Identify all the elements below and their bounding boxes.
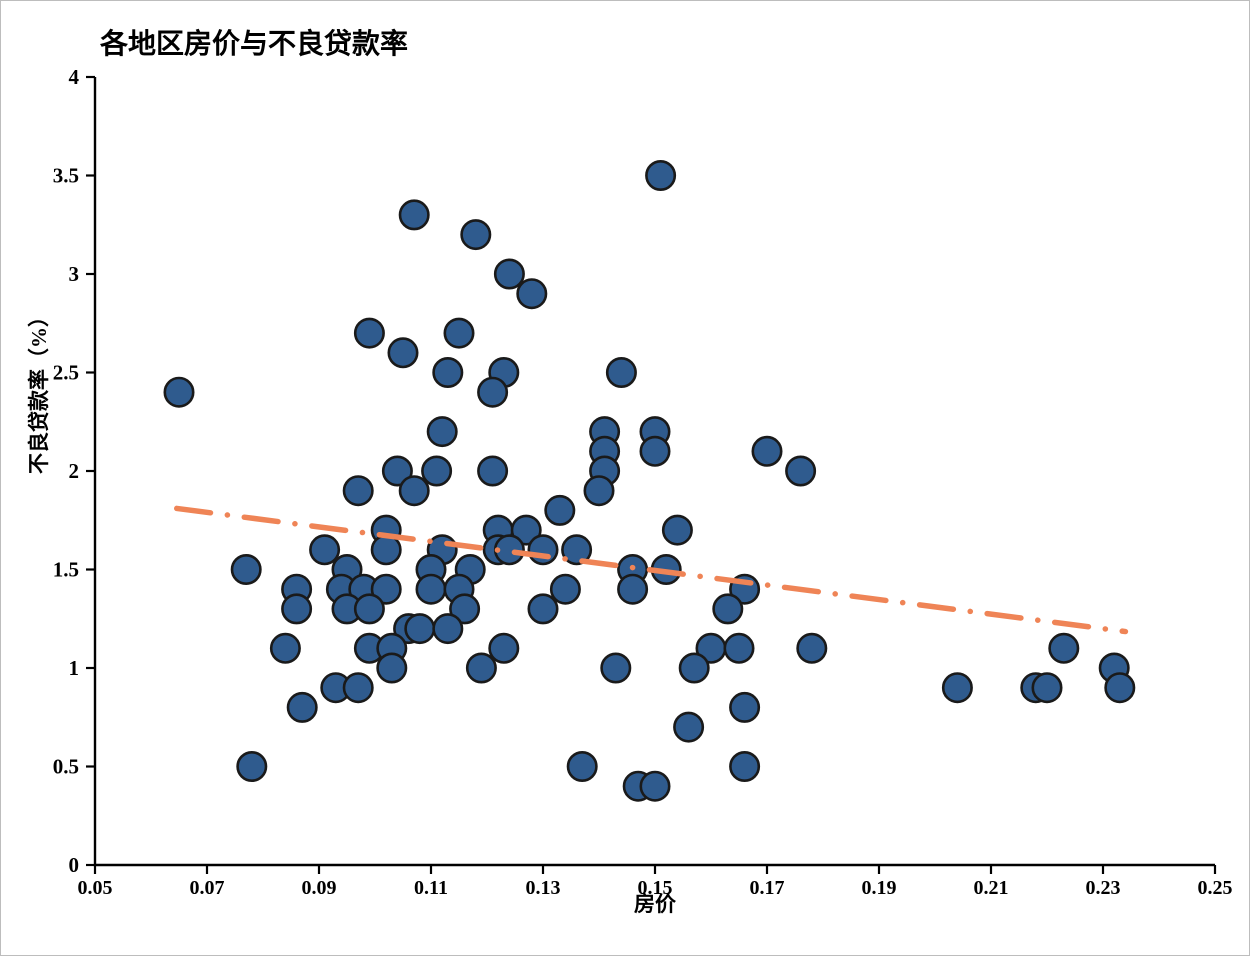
chart-title: 各地区房价与不良贷款率 bbox=[100, 29, 409, 60]
data-point bbox=[443, 317, 475, 349]
x-tick-label: 0.05 bbox=[78, 877, 113, 899]
data-point bbox=[286, 691, 318, 723]
data-point bbox=[527, 593, 559, 625]
data-point bbox=[381, 455, 413, 487]
data-point bbox=[398, 199, 430, 231]
data-point bbox=[723, 632, 755, 664]
data-point bbox=[432, 356, 464, 388]
data-point bbox=[712, 593, 744, 625]
y-tick-label: 1.5 bbox=[53, 558, 79, 582]
x-axis-title: 房价 bbox=[634, 892, 676, 916]
data-point bbox=[639, 435, 671, 467]
data-point bbox=[583, 475, 615, 507]
data-point bbox=[449, 593, 481, 625]
y-tick-label: 4 bbox=[69, 65, 80, 89]
data-point bbox=[600, 652, 632, 684]
y-tick-label: 1 bbox=[69, 656, 80, 680]
data-point bbox=[415, 573, 447, 605]
data-point bbox=[617, 573, 649, 605]
data-point bbox=[566, 750, 598, 782]
trend-line bbox=[174, 505, 1129, 635]
x-tick-label: 0.17 bbox=[750, 877, 785, 899]
data-point bbox=[477, 455, 509, 487]
data-point bbox=[488, 632, 520, 664]
data-point bbox=[281, 593, 313, 625]
y-tick-label: 2 bbox=[69, 459, 80, 483]
data-point bbox=[561, 534, 593, 566]
data-point bbox=[236, 750, 268, 782]
data-point bbox=[1048, 632, 1080, 664]
data-point bbox=[421, 455, 453, 487]
data-point bbox=[1104, 672, 1136, 704]
data-point bbox=[1031, 672, 1063, 704]
x-tick-label: 0.15 bbox=[638, 877, 673, 899]
data-point bbox=[639, 770, 671, 802]
data-point bbox=[370, 573, 402, 605]
data-point bbox=[516, 278, 548, 310]
y-tick-label: 3.5 bbox=[53, 164, 79, 188]
data-point bbox=[353, 317, 385, 349]
data-point bbox=[269, 632, 301, 664]
data-point bbox=[353, 593, 385, 625]
data-point bbox=[404, 613, 436, 645]
data-point bbox=[729, 691, 761, 723]
data-point bbox=[465, 652, 497, 684]
y-tick-label: 3 bbox=[69, 262, 80, 286]
data-point bbox=[163, 376, 195, 408]
y-tick-label: 0.5 bbox=[53, 755, 79, 779]
data-point bbox=[549, 573, 581, 605]
axes-frame bbox=[93, 77, 1215, 867]
data-point bbox=[645, 160, 677, 192]
data-point bbox=[751, 435, 783, 467]
data-point bbox=[729, 750, 761, 782]
x-tick-label: 0.21 bbox=[974, 877, 1009, 899]
data-point bbox=[432, 613, 464, 645]
data-point bbox=[387, 337, 419, 369]
y-tick-label: 0 bbox=[69, 853, 80, 877]
x-tick-label: 0.11 bbox=[414, 877, 448, 899]
x-tick-label: 0.19 bbox=[862, 877, 897, 899]
x-tick-label: 0.23 bbox=[1086, 877, 1121, 899]
data-point bbox=[230, 553, 262, 585]
data-point bbox=[678, 652, 710, 684]
data-point bbox=[426, 416, 458, 448]
data-point bbox=[661, 514, 693, 546]
data-point bbox=[342, 475, 374, 507]
data-point bbox=[309, 534, 341, 566]
x-tick-label: 0.13 bbox=[526, 877, 561, 899]
data-point bbox=[510, 514, 542, 546]
data-point bbox=[796, 632, 828, 664]
data-point bbox=[941, 672, 973, 704]
y-tick-label: 2.5 bbox=[53, 361, 79, 385]
data-point bbox=[477, 376, 509, 408]
data-point bbox=[398, 475, 430, 507]
x-tick-label: 0.25 bbox=[1198, 877, 1233, 899]
data-point bbox=[460, 219, 492, 251]
data-point bbox=[673, 711, 705, 743]
data-point bbox=[493, 258, 525, 290]
data-point bbox=[605, 356, 637, 388]
x-tick-label: 0.09 bbox=[302, 877, 337, 899]
data-point bbox=[370, 534, 402, 566]
data-point bbox=[342, 672, 374, 704]
data-point bbox=[785, 455, 817, 487]
x-tick-label: 0.07 bbox=[190, 877, 225, 899]
data-point bbox=[527, 534, 559, 566]
data-point bbox=[376, 652, 408, 684]
data-point bbox=[544, 494, 576, 526]
